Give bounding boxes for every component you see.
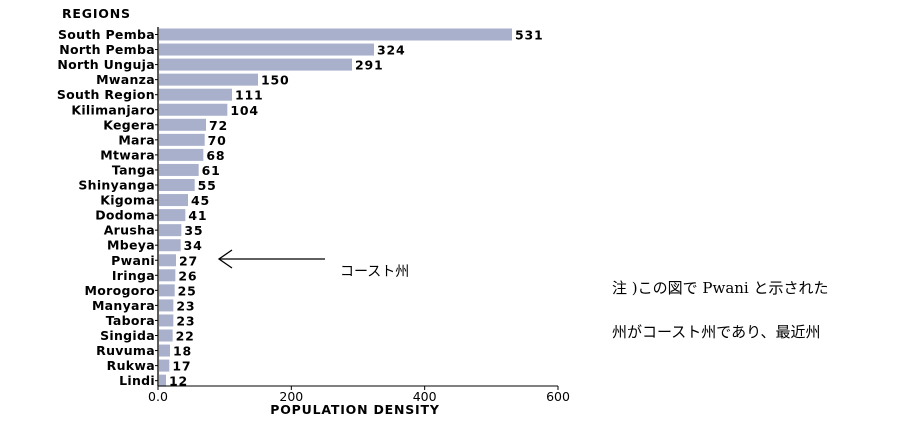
- bar: [159, 284, 175, 297]
- value-label: 111: [235, 88, 264, 103]
- bar: [159, 118, 206, 131]
- value-label: 72: [209, 118, 228, 133]
- x-tick-label: 600: [546, 389, 570, 404]
- bar: [159, 269, 176, 282]
- value-label: 70: [208, 133, 227, 148]
- category-label: Rukwa: [107, 358, 155, 373]
- value-label: 104: [230, 103, 258, 118]
- category-label: Tabora: [106, 313, 155, 328]
- bar: [159, 73, 258, 86]
- category-label: Dodoma: [95, 208, 155, 223]
- category-label: Morogoro: [85, 283, 156, 298]
- value-label: 68: [206, 148, 225, 163]
- value-label: 531: [515, 28, 544, 43]
- value-label: 35: [184, 223, 203, 238]
- bar: [159, 344, 170, 357]
- bar: [159, 239, 181, 252]
- bar: [159, 314, 174, 327]
- bar: [159, 374, 166, 387]
- bars: [159, 28, 512, 387]
- bar: [159, 254, 176, 267]
- bar: [159, 103, 228, 116]
- category-label: Kegera: [103, 117, 155, 132]
- category-label: South Region: [57, 87, 155, 102]
- bar: [159, 299, 174, 312]
- bar: [159, 194, 188, 207]
- category-label: Iringa: [112, 268, 155, 283]
- value-label: 150: [261, 73, 290, 88]
- category-label: Manyara: [92, 298, 155, 313]
- category-label: Shinyanga: [78, 178, 155, 193]
- value-label: 26: [178, 268, 197, 283]
- category-label: Mbeya: [107, 238, 155, 253]
- x-tick-label: 0.0: [148, 389, 168, 404]
- category-label: Ruvuma: [96, 343, 155, 358]
- bar: [159, 224, 182, 237]
- chart-title: REGIONS: [62, 6, 131, 21]
- category-label: Pwani: [111, 253, 155, 268]
- value-label: 61: [202, 163, 221, 178]
- value-label: 23: [176, 313, 195, 328]
- category-label: Mtwara: [100, 147, 155, 162]
- bar: [159, 58, 352, 71]
- bar: [159, 209, 186, 222]
- value-label: 25: [178, 283, 197, 298]
- x-tick-label: 200: [279, 389, 303, 404]
- annotation-label: コースト州: [340, 264, 409, 280]
- annotation: コースト州: [217, 249, 409, 280]
- annotation-arrow-head: [217, 249, 233, 269]
- category-label: Lindi: [119, 373, 155, 388]
- category-label: Kigoma: [100, 193, 155, 208]
- value-label: 45: [191, 193, 210, 208]
- bar: [159, 179, 195, 191]
- value-label: 34: [184, 238, 203, 253]
- value-label: 17: [172, 359, 191, 374]
- x-axis-title: POPULATION DENSITY: [270, 402, 440, 417]
- value-label: 291: [355, 58, 384, 73]
- bar: [159, 163, 199, 176]
- value-label: 41: [188, 208, 207, 223]
- note-line-2: 州がコースト州であり、最近州: [612, 323, 821, 341]
- value-label: 27: [179, 253, 198, 268]
- category-label: Arusha: [104, 223, 155, 238]
- category-label: Tanga: [112, 162, 155, 177]
- x-axis-ticks: 0.0 200 400 600: [148, 386, 570, 404]
- value-label: 18: [173, 344, 192, 359]
- category-label: Singida: [100, 328, 155, 343]
- category-label: Mara: [118, 132, 155, 147]
- x-tick-label: 400: [413, 389, 437, 404]
- category-label: North Unguja: [57, 57, 155, 72]
- category-label: North Pemba: [59, 42, 155, 57]
- category-label: South Pemba: [58, 27, 155, 42]
- note-line-1: 注 )この図で Pwani と示された: [612, 279, 829, 297]
- bar: [159, 43, 374, 56]
- bar: [159, 28, 512, 41]
- value-label: 324: [377, 43, 406, 58]
- category-label: Kilimanjaro: [71, 102, 155, 117]
- bar: [159, 133, 205, 146]
- bar: [159, 329, 173, 342]
- bar: [159, 148, 204, 161]
- value-label: 55: [198, 178, 217, 193]
- value-label: 23: [176, 298, 195, 313]
- value-label: 22: [176, 329, 195, 344]
- bar: [159, 88, 232, 101]
- bar: [159, 359, 170, 372]
- category-label: Mwanza: [96, 72, 155, 87]
- value-label: 12: [169, 374, 188, 389]
